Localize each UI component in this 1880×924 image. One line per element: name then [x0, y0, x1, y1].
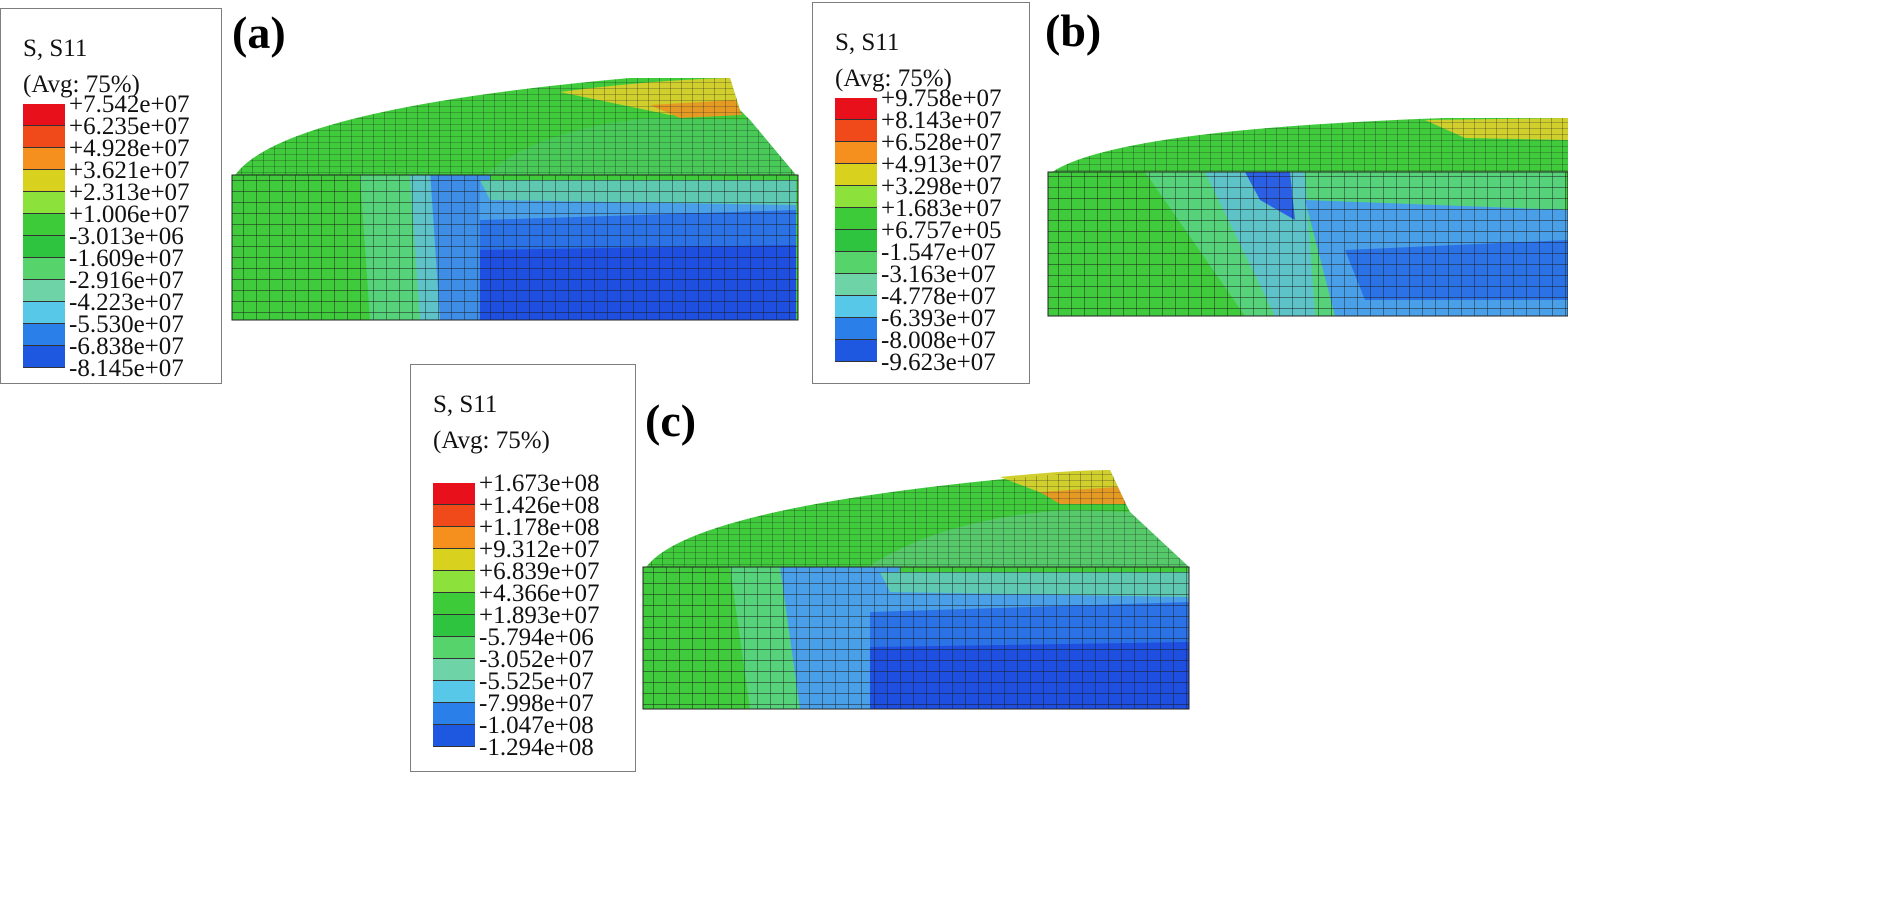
color-bar	[23, 104, 65, 368]
legend-tick-label: +1.893e+07	[479, 602, 600, 629]
color-swatch	[433, 527, 475, 549]
legend-tick-label: -9.623e+07	[881, 349, 996, 376]
color-swatch	[23, 214, 65, 236]
color-swatch	[433, 681, 475, 703]
color-swatch	[433, 571, 475, 593]
legend-tick-label: +7.542e+07	[69, 91, 190, 118]
color-swatch	[23, 324, 65, 346]
color-swatch	[835, 142, 877, 164]
legend-tick-label: +9.312e+07	[479, 536, 600, 563]
legend-tick-label: -1.547e+07	[881, 239, 996, 266]
color-bar	[835, 98, 877, 362]
legend-tick-label: +3.621e+07	[69, 157, 190, 184]
legend-tick-label: +6.528e+07	[881, 129, 1002, 156]
color-swatch	[23, 148, 65, 170]
legend-tick-label: -1.294e+08	[479, 734, 594, 761]
legend-tick-label: +1.178e+08	[479, 514, 600, 541]
legend-c: S, S11 (Avg: 75%) +1.673e+08 +1.426e+08 +1…	[410, 364, 636, 772]
legend-tick-label: -3.052e+07	[479, 646, 594, 673]
legend-tick-label: -8.008e+07	[881, 327, 996, 354]
legend-tick-label: -6.393e+07	[881, 305, 996, 332]
legend-tick-label: -5.794e+06	[479, 624, 594, 651]
legend-tick-label: +8.143e+07	[881, 107, 1002, 134]
color-swatch	[433, 637, 475, 659]
legend-tick-label: -7.998e+07	[479, 690, 594, 717]
legend-avg: (Avg: 75%)	[835, 65, 952, 92]
color-swatch	[835, 230, 877, 252]
color-swatch	[835, 274, 877, 296]
color-swatch	[835, 296, 877, 318]
legend-avg: (Avg: 75%)	[23, 71, 140, 98]
color-swatch	[835, 120, 877, 142]
color-swatch	[23, 104, 65, 126]
color-swatch	[433, 725, 475, 747]
legend-tick-label: +6.839e+07	[479, 558, 600, 585]
color-swatch	[433, 549, 475, 571]
legend-tick-label: +1.673e+08	[479, 470, 600, 497]
color-swatch	[835, 208, 877, 230]
color-swatch	[23, 280, 65, 302]
legend-tick-label: +6.235e+07	[69, 113, 190, 140]
legend-title: S, S11	[23, 35, 88, 62]
legend-a: S, S11 (Avg: 75%) +7.542e+07 +6.235e+07 +4…	[0, 8, 222, 384]
panel-label-c: (c)	[645, 395, 697, 446]
color-swatch	[835, 318, 877, 340]
legend-tick-label: -1.609e+07	[69, 245, 184, 272]
color-swatch	[23, 192, 65, 214]
legend-title: S, S11	[433, 391, 498, 418]
legend-tick-label: +9.758e+07	[881, 85, 1002, 112]
color-swatch	[23, 170, 65, 192]
color-swatch	[433, 659, 475, 681]
color-swatch	[835, 340, 877, 362]
legend-tick-label: +1.006e+07	[69, 201, 190, 228]
legend-tick-label: -5.530e+07	[69, 311, 184, 338]
color-swatch	[433, 483, 475, 505]
legend-tick-label: +1.683e+07	[881, 195, 1002, 222]
stress-contour-mesh-c	[642, 470, 1190, 710]
legend-tick-label: +4.928e+07	[69, 135, 190, 162]
legend-tick-label: +1.426e+08	[479, 492, 600, 519]
color-swatch	[835, 252, 877, 274]
legend-tick-label: +3.298e+07	[881, 173, 1002, 200]
color-swatch	[433, 615, 475, 637]
legend-title: S, S11	[835, 29, 900, 56]
color-swatch	[23, 302, 65, 324]
legend-tick-label: +4.366e+07	[479, 580, 600, 607]
legend-tick-label: +6.757e+05	[881, 217, 1002, 244]
color-swatch	[23, 236, 65, 258]
legend-tick-label: -6.838e+07	[69, 333, 184, 360]
legend-tick-label: -4.223e+07	[69, 289, 184, 316]
color-swatch	[23, 258, 65, 280]
legend-tick-label: -5.525e+07	[479, 668, 594, 695]
legend-tick-label: -2.916e+07	[69, 267, 184, 294]
color-swatch	[433, 505, 475, 527]
color-swatch	[835, 98, 877, 120]
panel-label-b: (b)	[1045, 5, 1102, 56]
color-swatch	[23, 126, 65, 148]
legend-b: S, S11 (Avg: 75%) +9.758e+07 +8.143e+07 +6…	[812, 2, 1030, 384]
legend-tick-label: +4.913e+07	[881, 151, 1002, 178]
color-bar	[433, 483, 475, 747]
color-swatch	[835, 186, 877, 208]
color-swatch	[23, 346, 65, 368]
legend-tick-label: -1.047e+08	[479, 712, 594, 739]
color-swatch	[835, 164, 877, 186]
legend-tick-label: -4.778e+07	[881, 283, 996, 310]
panel-label-a: (a)	[232, 7, 286, 58]
stress-contour-mesh-a	[231, 78, 799, 321]
color-swatch	[433, 593, 475, 615]
color-swatch	[433, 703, 475, 725]
legend-tick-label: +2.313e+07	[69, 179, 190, 206]
stress-contour-mesh-b	[1047, 118, 1568, 317]
legend-tick-label: -3.163e+07	[881, 261, 996, 288]
legend-tick-label: -3.013e+06	[69, 223, 184, 250]
legend-avg: (Avg: 75%)	[433, 427, 550, 454]
legend-tick-label: -8.145e+07	[69, 355, 184, 382]
